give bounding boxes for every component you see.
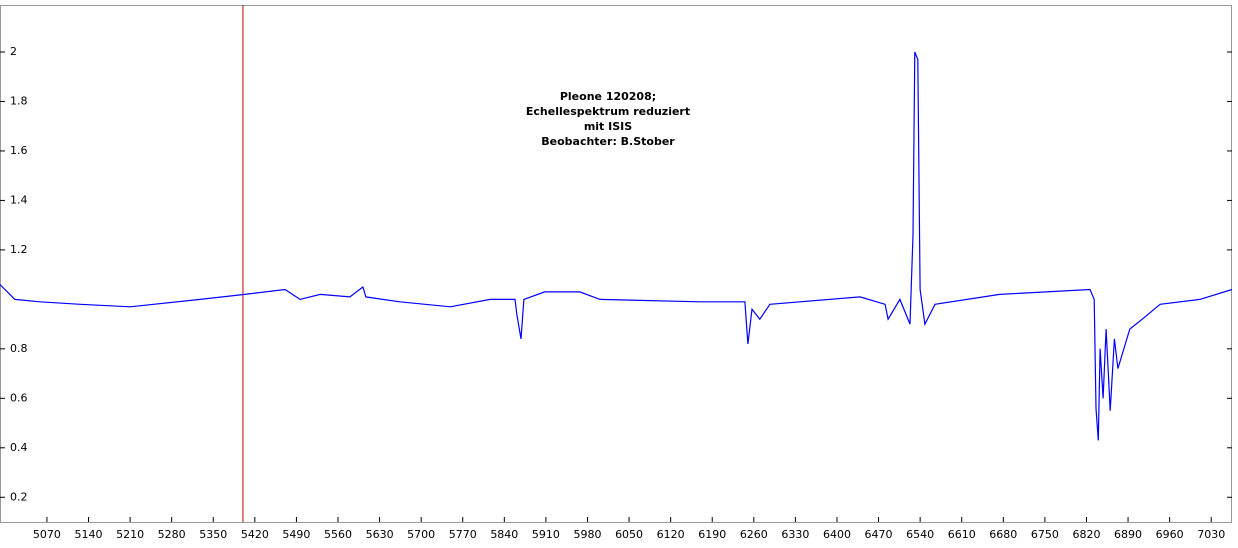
- y-tick-label: 1.2: [10, 243, 28, 256]
- annotation: mit ISIS: [584, 120, 632, 133]
- annotation: Pleone 120208;: [560, 90, 656, 103]
- x-tick-label: 6540: [906, 528, 934, 541]
- y-tick-label: 0.4: [10, 441, 28, 454]
- x-tick-label: 6120: [657, 528, 685, 541]
- y-tick-label: 0.6: [10, 391, 28, 404]
- y-tick-label: 1.4: [10, 193, 28, 206]
- y-tick-label: 0.2: [10, 490, 28, 503]
- x-tick-label: 6400: [823, 528, 851, 541]
- x-tick-label: 6610: [948, 528, 976, 541]
- x-tick-label: 7030: [1197, 528, 1225, 541]
- y-tick-label: 1.8: [10, 94, 28, 107]
- x-tick-label: 5840: [490, 528, 518, 541]
- x-tick-label: 5280: [158, 528, 186, 541]
- y-tick-label: 0.8: [10, 342, 28, 355]
- x-tick-label: 5770: [449, 528, 477, 541]
- x-tick-label: 5070: [33, 528, 61, 541]
- y-tick-label: 1.6: [10, 144, 28, 157]
- spectrum-line: [0, 51, 1233, 441]
- x-tick-label: 5910: [532, 528, 560, 541]
- y-tick-label: 2: [10, 45, 17, 58]
- x-tick-label: 6190: [698, 528, 726, 541]
- x-tick-label: 5630: [366, 528, 394, 541]
- x-tick-label: 6260: [740, 528, 768, 541]
- annotation: Echellespektrum reduziert: [526, 105, 690, 118]
- x-tick-label: 6890: [1114, 528, 1142, 541]
- x-tick-label: 5490: [282, 528, 310, 541]
- x-tick-label: 5980: [573, 528, 601, 541]
- x-tick-label: 5210: [116, 528, 144, 541]
- x-tick-label: 5420: [241, 528, 269, 541]
- x-tick-label: 5700: [407, 528, 435, 541]
- x-tick-label: 5350: [199, 528, 227, 541]
- x-tick-label: 5140: [75, 528, 103, 541]
- x-tick-label: 6050: [615, 528, 643, 541]
- x-tick-label: 6470: [865, 528, 893, 541]
- x-tick-label: 6820: [1072, 528, 1100, 541]
- x-tick-label: 6750: [1031, 528, 1059, 541]
- x-tick-label: 6960: [1156, 528, 1184, 541]
- x-tick-label: 6680: [989, 528, 1017, 541]
- annotation: Beobachter: B.Stober: [541, 135, 675, 148]
- plot-frame: [0, 5, 1232, 523]
- x-tick-label: 6330: [781, 528, 809, 541]
- x-tick-label: 5560: [324, 528, 352, 541]
